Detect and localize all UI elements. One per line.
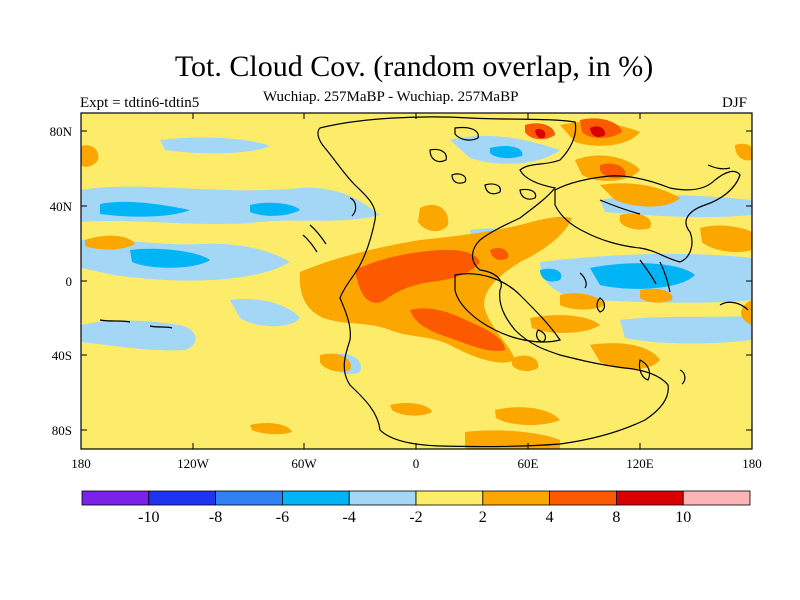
lon-label: 180: [742, 456, 762, 471]
anomaly-negative-medium: [100, 145, 695, 289]
lat-label: 40S: [52, 348, 72, 363]
colorbar-label: -10: [138, 509, 159, 526]
colorbar-swatch: [616, 490, 684, 506]
map-subtitle: Wuchiap. 257MaBP - Wuchiap. 257MaBP: [263, 89, 519, 105]
season-label: DJF: [722, 95, 748, 111]
colorbar-swatch: [81, 490, 150, 506]
coastlines: [99, 116, 749, 448]
colorbar-swatch: [148, 490, 217, 506]
colorbar-swatch: [482, 490, 550, 506]
map-panel: 80N 40N 0 40S 80S 180 120W 60W 0 60E 120…: [50, 112, 762, 471]
pangea-coastline: [317, 116, 669, 448]
lon-label: 120E: [626, 456, 654, 471]
lon-label: 0: [413, 456, 420, 471]
anomaly-positive-darkred: [535, 126, 606, 139]
experiment-label: Expt = tdtin6-tdtin5: [80, 95, 200, 111]
colorbar: -10 -8 -6 -4 -2 2 4 8 10: [81, 490, 751, 526]
tethys-gulf: [454, 273, 561, 343]
lon-label: 120W: [177, 456, 210, 471]
colorbar-label: -2: [409, 509, 422, 526]
colorbar-label: 2: [479, 509, 487, 526]
colorbar-swatch: [549, 490, 617, 506]
colorbar-label: 10: [675, 509, 691, 526]
longitude-labels: 180 120W 60W 0 60E 120E 180: [71, 456, 762, 471]
colorbar-swatch: [348, 490, 417, 506]
anomaly-field: [81, 118, 752, 449]
lat-label: 40N: [50, 199, 73, 214]
arctic-landmass: [454, 126, 479, 141]
axis-ticks: [80, 113, 753, 449]
colorbar-swatch: [682, 490, 751, 506]
colorbar-swatch: [415, 490, 484, 506]
colorbar-label: -8: [209, 509, 222, 526]
lon-label: 60E: [518, 456, 539, 471]
colorbar-label: -4: [343, 509, 356, 526]
lon-label: 60W: [291, 456, 317, 471]
northern-continent: [554, 170, 741, 263]
latitude-labels: 80N 40N 0 40S 80S: [50, 124, 73, 438]
colorbar-label: -6: [276, 509, 289, 526]
colorbar-swatch: [215, 490, 283, 506]
lat-label: 80N: [50, 124, 73, 139]
colorbar-swatch: [281, 490, 350, 506]
lat-label: 80S: [52, 423, 72, 438]
map-title: Tot. Cloud Cov. (random overlap, in %): [174, 50, 654, 83]
lat-label: 0: [66, 274, 73, 289]
colorbar-label: 8: [612, 509, 620, 526]
colorbar-label: 4: [546, 509, 554, 526]
lon-label: 180: [71, 456, 91, 471]
